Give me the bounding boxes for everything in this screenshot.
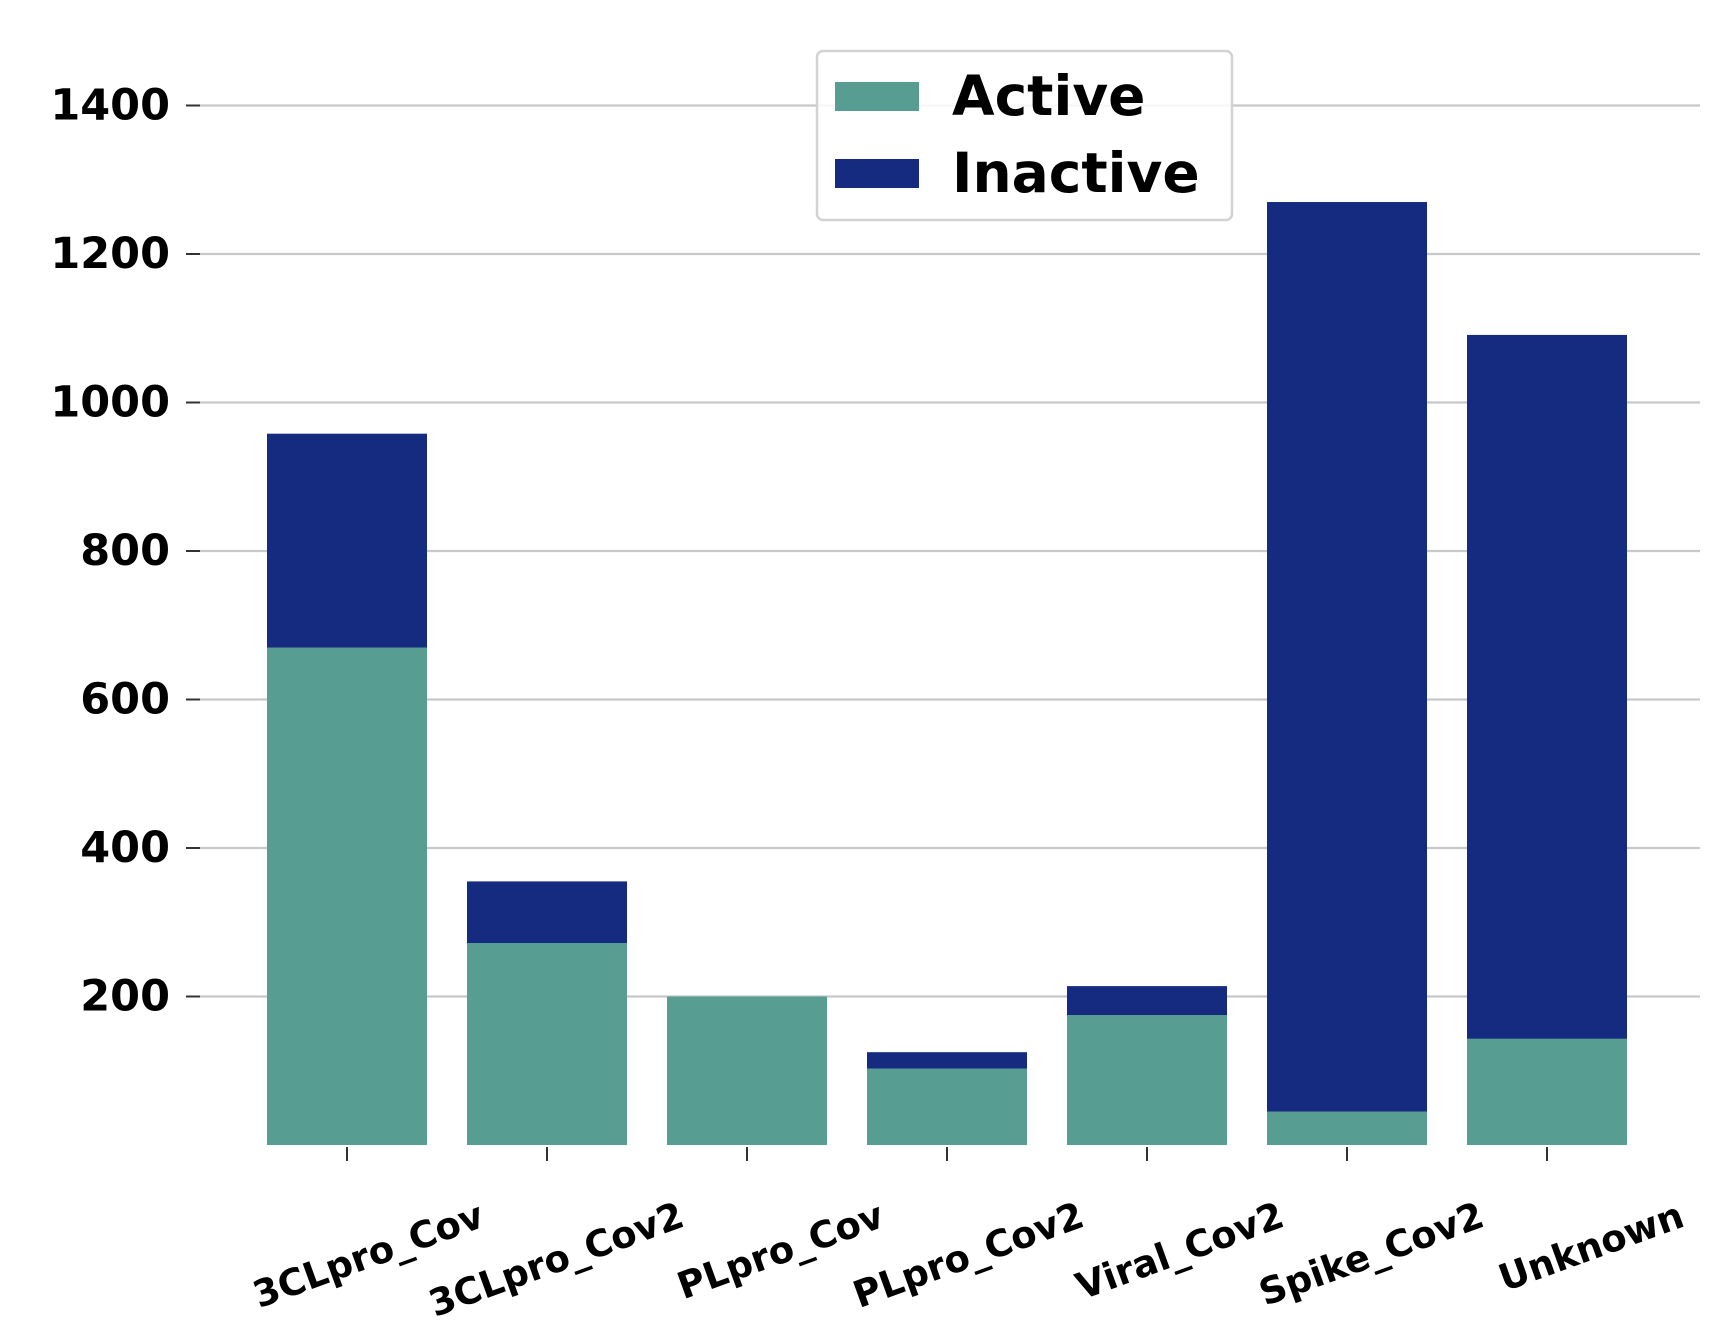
bar-active-unknown (1467, 1038, 1627, 1145)
bar-active-3clpro-cov2 (467, 943, 627, 1145)
bar-active-viral-cov2 (1067, 1015, 1227, 1145)
legend-box (815, 49, 1234, 222)
bar-active-plpro-cov (667, 996, 827, 1145)
bar-inactive-viral-cov2 (1067, 986, 1227, 1016)
legend-label-inactive: Inactive (952, 141, 1200, 205)
bars (267, 202, 1627, 1145)
y-tick-label: 800 (80, 526, 170, 576)
gridlines (200, 104, 1700, 998)
bar-inactive-plpro-cov2 (867, 1052, 1027, 1069)
legend: Active Inactive (815, 49, 1234, 222)
bar-inactive-3clpro-cov2 (467, 881, 627, 944)
legend-swatch-active (835, 82, 919, 111)
bar-inactive-unknown (1467, 334, 1627, 1039)
y-tick-label: 1400 (50, 81, 170, 131)
bar-inactive-3clpro-cov (267, 433, 427, 648)
y-tick-label: 400 (80, 823, 170, 873)
y-tick-label: 1200 (50, 229, 170, 279)
bar-inactive-spike-cov2 (1267, 202, 1427, 1112)
legend-label-active: Active (952, 64, 1145, 128)
bar-active-3clpro-cov (267, 647, 427, 1145)
x-tick-label: Spike_Cov2 (1253, 1194, 1489, 1315)
y-tick-label: 200 (80, 972, 170, 1022)
y-axis: 200 400 600 800 1000 1200 1400 (50, 81, 200, 1022)
x-axis: 3CLpro_Cov3CLpro_Cov2PLpro_CovPLpro_Cov2… (247, 1147, 1689, 1326)
y-tick-label: 1000 (50, 378, 170, 428)
x-tick-label: Viral_Cov2 (1070, 1194, 1289, 1309)
x-tick-label: Unknown (1493, 1194, 1689, 1301)
y-tick-label: 600 (80, 675, 170, 725)
x-tick-label: PLpro_Cov2 (847, 1194, 1089, 1317)
legend-swatch-inactive (835, 159, 919, 188)
bar-active-plpro-cov2 (867, 1068, 1027, 1145)
bar-active-spike-cov2 (1267, 1111, 1427, 1145)
